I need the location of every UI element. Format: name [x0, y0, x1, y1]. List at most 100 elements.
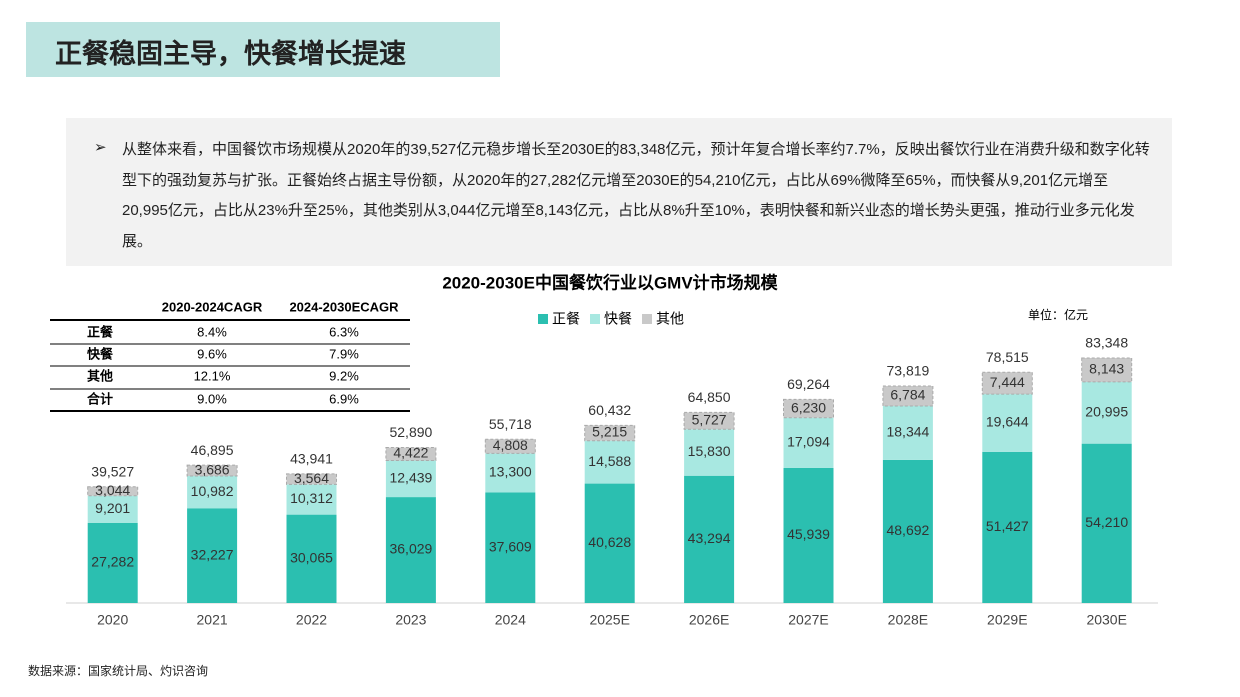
bullet: ➢	[94, 139, 107, 156]
table-cell: 9.2%	[329, 368, 359, 383]
bar-segment	[485, 453, 536, 493]
bar-segment	[684, 429, 735, 476]
bar-segment	[484, 438, 536, 454]
bar-segment	[584, 440, 635, 484]
total-label: 78,515	[986, 349, 1029, 365]
x-tick-label: 2024	[495, 612, 526, 628]
bar-segment	[1081, 381, 1132, 444]
value-label: 9,201	[95, 500, 130, 516]
total-label: 39,527	[91, 464, 134, 480]
bar-segment	[1081, 357, 1133, 383]
total-label: 64,850	[688, 389, 731, 405]
bar-segment	[783, 467, 834, 603]
bar-segment	[286, 473, 337, 485]
value-label: 15,830	[688, 443, 731, 459]
chart: 2020-2030E中国餐饮行业以GMV计市场规模 单位：亿元 2020-202…	[50, 272, 1158, 628]
value-label: 54,210	[1085, 514, 1128, 530]
value-label: 17,094	[787, 434, 830, 450]
value-label: 12,439	[389, 470, 432, 486]
value-label: 30,065	[290, 550, 333, 566]
value-label: 6,230	[791, 399, 826, 415]
value-label: 18,344	[886, 424, 929, 440]
table-header: 2024-2030ECAGR	[289, 299, 399, 314]
x-tick-label: 2025E	[589, 612, 629, 628]
legend-swatch	[590, 314, 600, 324]
bar-segment	[385, 447, 437, 462]
bar-segment	[981, 371, 1033, 395]
title-banner: 正餐稳固主导，快餐增长提速	[26, 22, 500, 77]
value-label: 20,995	[1085, 403, 1128, 419]
value-label: 8,143	[1089, 361, 1124, 377]
bar-segment	[485, 492, 536, 603]
x-tick-label: 2023	[395, 612, 426, 628]
value-label: 3,564	[294, 470, 329, 486]
x-tick-label: 2026E	[689, 612, 729, 628]
value-label: 3,686	[195, 461, 230, 477]
value-label: 4,422	[393, 445, 428, 461]
bar-segment	[882, 385, 934, 407]
x-tick-label: 2020	[97, 612, 128, 628]
legend-label: 快餐	[604, 311, 632, 327]
value-label: 5,215	[592, 424, 627, 440]
total-label: 52,890	[389, 424, 432, 440]
bar-segment	[584, 424, 636, 442]
table-cell: 6.3%	[329, 324, 359, 339]
table-cell: 合计	[87, 391, 113, 406]
bar-segment	[783, 398, 834, 419]
bar-segment	[87, 486, 139, 497]
unit-label: 单位：亿元	[1028, 307, 1088, 322]
value-label: 10,982	[191, 483, 234, 499]
x-tick-label: 2028E	[888, 612, 928, 628]
x-tick-label: 2022	[296, 612, 327, 628]
chart-title: 2020-2030E中国餐饮行业以GMV计市场规模	[442, 272, 778, 292]
total-label: 69,264	[787, 376, 830, 392]
legend-label: 正餐	[552, 311, 580, 327]
bar-segment	[683, 411, 735, 430]
bar-segment	[187, 508, 238, 603]
total-label: 43,941	[290, 451, 333, 467]
total-label: 55,718	[489, 416, 532, 432]
bar-segment	[186, 464, 238, 477]
legend-swatch	[538, 314, 548, 324]
value-label: 40,628	[588, 534, 631, 550]
total-label: 46,895	[191, 442, 234, 458]
x-tick-label: 2029E	[987, 612, 1027, 628]
value-label: 6,784	[890, 387, 925, 403]
value-label: 51,427	[986, 518, 1029, 534]
x-tick-label: 2021	[197, 612, 228, 628]
table-cell: 9.0%	[197, 391, 227, 406]
bar-segment	[286, 514, 337, 603]
value-label: 32,227	[191, 546, 234, 562]
value-label: 43,294	[688, 530, 731, 546]
value-label: 45,939	[787, 526, 830, 542]
table-cell: 快餐	[87, 346, 114, 361]
table-cell: 其他	[87, 368, 113, 383]
total-label: 73,819	[886, 363, 929, 379]
table-cell: 9.6%	[197, 346, 227, 361]
bar-segment	[584, 483, 635, 603]
table-cell: 12.1%	[194, 368, 231, 383]
value-label: 27,282	[91, 554, 134, 570]
bar-segment	[87, 522, 138, 603]
bar-segment	[783, 417, 834, 468]
table-header: 2020-2024CAGR	[162, 299, 263, 314]
page-title: 正餐稳固主导，快餐增长提速	[55, 39, 406, 69]
summary-text: 从整体来看，中国餐饮市场规模从2020年的39,527亿元稳步增长至2030E的…	[122, 141, 1150, 250]
summary-box: ➢ 从整体来看，中国餐饮市场规模从2020年的39,527亿元稳步增长至2030…	[66, 118, 1172, 266]
value-label: 4,808	[493, 437, 528, 453]
table-cell: 正餐	[87, 324, 114, 339]
table-cell: 6.9%	[329, 391, 359, 406]
x-tick-label: 2030E	[1086, 612, 1126, 628]
bar-segment	[982, 451, 1033, 603]
bar-segment	[87, 495, 138, 523]
value-label: 7,444	[990, 374, 1025, 390]
table-cell: 8.4%	[197, 324, 227, 339]
legend-label: 其他	[656, 311, 684, 327]
x-tick-label: 2027E	[788, 612, 828, 628]
table-cell: 7.9%	[329, 346, 359, 361]
value-label: 19,644	[986, 414, 1029, 430]
bar-segment	[187, 475, 238, 509]
bar-segment	[385, 497, 436, 603]
bar-segment	[882, 405, 933, 460]
value-label: 10,312	[290, 490, 333, 506]
